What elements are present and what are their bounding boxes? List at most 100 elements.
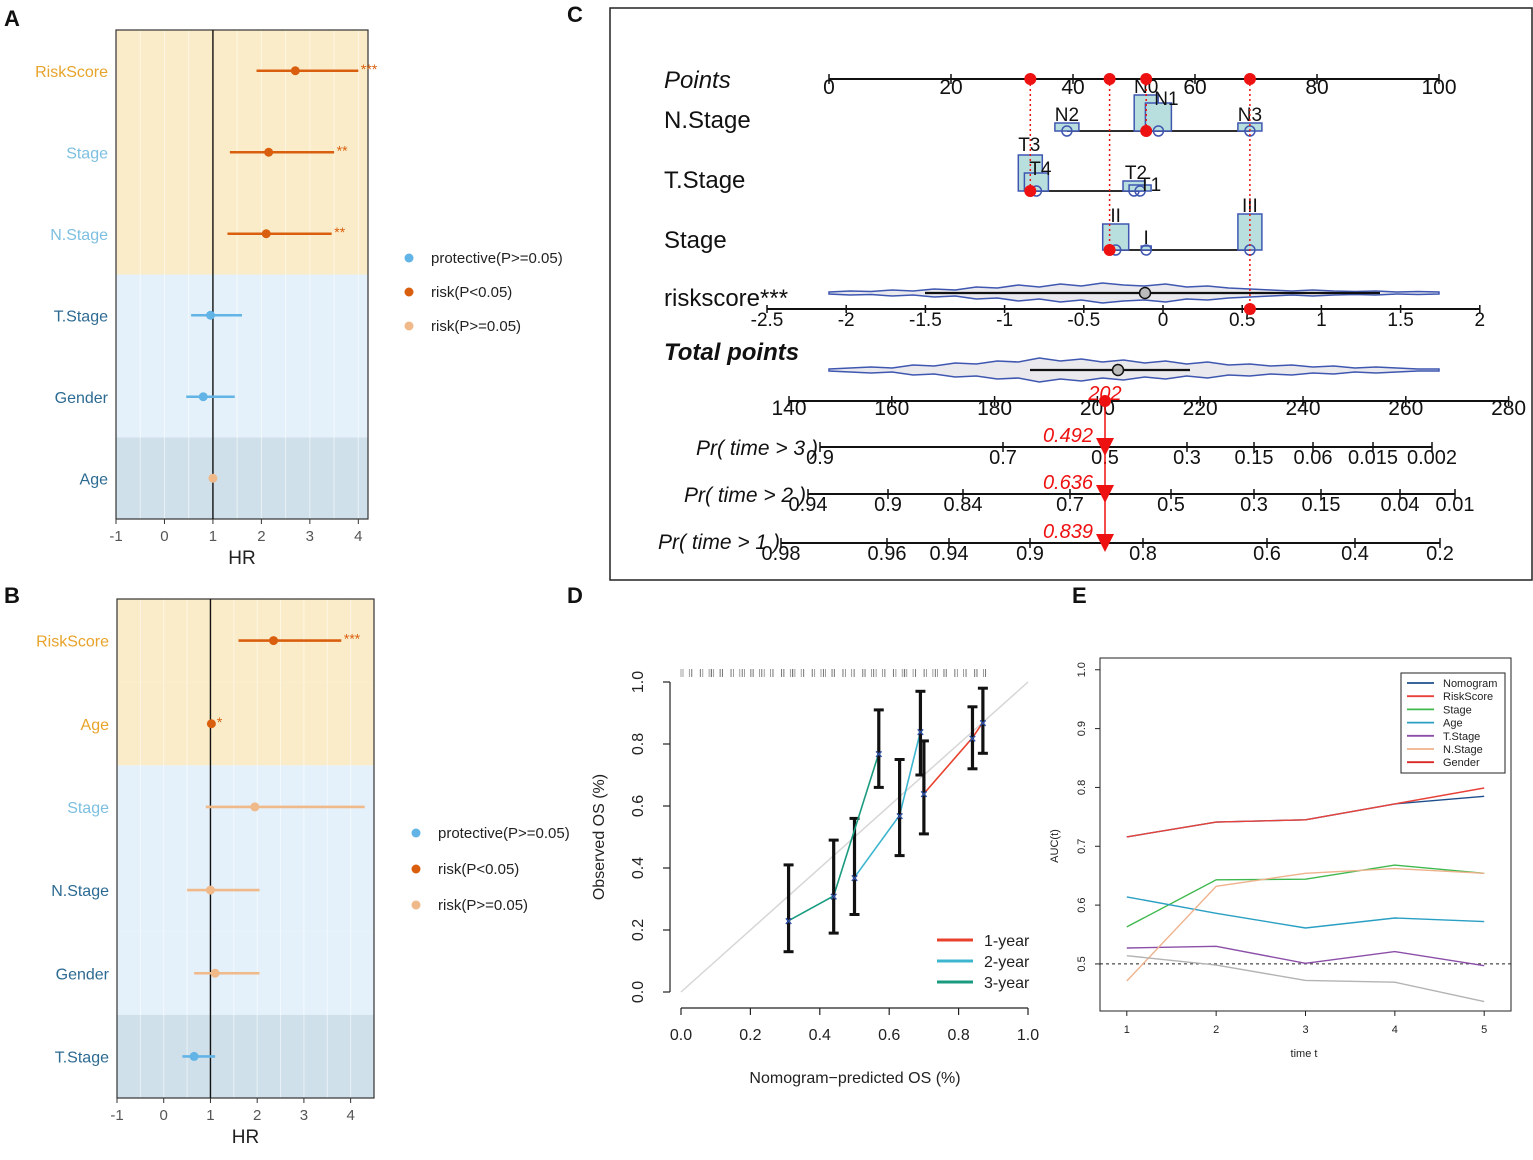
panel-letter-d: D <box>567 583 583 608</box>
riskscore-tick-label: -1.5 <box>909 310 942 331</box>
riskscore-tick-label: -1 <box>996 310 1013 331</box>
x-tick-label: 2 <box>253 1107 261 1124</box>
y-tick-label: 0.7 <box>1076 839 1088 854</box>
riskscore-tick-label: 2 <box>1475 310 1486 331</box>
nomogram-row-label: Pr( time > 1 ) <box>658 531 780 554</box>
probability-tick-label: 0.2 <box>1426 543 1454 565</box>
legend-swatch <box>404 287 414 297</box>
points-tick-label: 60 <box>1183 76 1206 99</box>
auc-series-line <box>1126 945 1485 967</box>
distribution-median <box>1111 363 1125 377</box>
total-points-tick-label: 180 <box>977 397 1012 420</box>
y-tick-label: 0.6 <box>1076 897 1088 912</box>
hr-point <box>206 719 216 729</box>
auc-plot-e: 1 2 3 4 5 0.5 0.6 0.7 0.8 0.9 1.0 time t AUC(t) Nomog… <box>1049 657 1512 1060</box>
auc-series-line <box>1126 864 1485 928</box>
x-axis-title: Nomogram−predicted OS (%) <box>749 1070 960 1087</box>
total-points-tick-label: 140 <box>771 397 806 420</box>
legend-label: risk(P<0.05) <box>438 861 519 878</box>
nomogram-row-label: Total points <box>664 339 799 366</box>
selected-point-marker <box>1024 73 1037 85</box>
significance-stars: *** <box>360 61 377 77</box>
auc-series-line <box>1126 787 1485 838</box>
legend-label: Nomogram <box>1443 678 1497 690</box>
calibration-plot-d: ×××××××××0.0 0.2 0.4 0.6 0.8 1.00.00.20.40.60… <box>591 669 1039 1087</box>
category-label: N2 <box>1055 105 1079 126</box>
legend-label: RiskScore <box>1443 691 1493 703</box>
total-points-value: 202 <box>1087 383 1121 405</box>
significance-stars: ** <box>336 142 347 158</box>
probability-tick-label: 0.94 <box>789 494 828 516</box>
legend-label: N.Stage <box>1443 744 1483 756</box>
calibration-point: × <box>851 870 859 885</box>
nomogram-row-label: Pr( time > 3 ) <box>696 437 818 460</box>
category-circle <box>1061 125 1073 137</box>
legend-label: T.Stage <box>1443 731 1480 743</box>
probability-tick-label: 0.8 <box>1129 543 1157 565</box>
hr-point <box>198 392 208 402</box>
row-band <box>116 356 368 438</box>
nomogram-row-label: T.Stage <box>664 167 745 194</box>
legend-label: Age <box>1443 718 1463 730</box>
x-tick-label: 0 <box>160 528 168 545</box>
category-box <box>1128 184 1152 192</box>
y-tick-label: 1.0 <box>630 671 647 693</box>
legend-swatch <box>411 900 421 910</box>
x-tick-label: 0.6 <box>878 1027 900 1044</box>
nomogram-row-label: Pr( time > 2 ) <box>684 484 806 507</box>
selected-point-marker <box>1103 73 1116 85</box>
auc-series-line <box>1126 795 1485 838</box>
x-tick-label: -1 <box>110 1107 123 1124</box>
row-band <box>117 682 374 766</box>
riskscore-tick-label: 1 <box>1316 310 1327 331</box>
predicted-probability: 0.636 <box>1043 472 1094 494</box>
category-circle <box>1140 244 1152 256</box>
calibration-point: × <box>979 715 987 730</box>
probability-tick-label: 0.06 <box>1294 447 1333 469</box>
x-tick-label: 4 <box>1392 1024 1398 1036</box>
x-tick-label: 1 <box>209 528 217 545</box>
probability-tick-label: 0.6 <box>1253 543 1281 565</box>
riskscore-tick-label: 1.5 <box>1387 310 1413 331</box>
y-tick-label: 0.8 <box>630 733 647 755</box>
legend-label: risk(P>=0.05) <box>438 897 528 914</box>
hr-point <box>290 66 300 76</box>
nomogram-row-label: N.Stage <box>664 107 751 134</box>
x-tick-label: 3 <box>300 1107 308 1124</box>
probability-tick-label: 0.5 <box>1157 494 1185 516</box>
hr-point <box>205 885 215 895</box>
legend-label: protective(P>=0.05) <box>431 250 563 267</box>
legend-swatch <box>404 253 414 263</box>
selected-point-marker <box>1140 73 1153 85</box>
category-label: N0 <box>1134 77 1158 98</box>
x-tick-label: 0.2 <box>739 1027 761 1044</box>
x-tick-label: 1 <box>1124 1024 1130 1036</box>
total-points-tick-label: 160 <box>874 397 909 420</box>
legend-label: risk(P>=0.05) <box>431 318 521 335</box>
row-label: RiskScore <box>35 64 108 81</box>
legend-label: risk(P<0.05) <box>431 284 512 301</box>
probability-tick-label: 0.01 <box>1436 494 1475 516</box>
calibration-line <box>853 731 922 878</box>
nomogram-c: Points N.Stage T.Stage Stage riskscore*** Tot… <box>609 7 1533 581</box>
calibration-point: × <box>896 808 904 823</box>
probability-tick-label: 0.9 <box>806 447 834 469</box>
legend-label: protective(P>=0.05) <box>438 825 570 842</box>
probability-tick-label: 0.96 <box>868 543 907 565</box>
probability-tick-label: 0.002 <box>1407 447 1457 469</box>
y-tick-label: 0.5 <box>1076 956 1088 971</box>
x-tick-label: 0.4 <box>809 1027 831 1044</box>
calibration-point: × <box>830 889 838 904</box>
x-tick-label: 1 <box>206 1107 214 1124</box>
forest-plot-b: *** RiskScore * Age Stage N.Stage Gender T.Stag… <box>36 598 570 1148</box>
distribution-median <box>1138 286 1152 300</box>
x-tick-label: 2 <box>1213 1024 1219 1036</box>
category-label: T3 <box>1018 135 1040 156</box>
probability-tick-label: 0.9 <box>874 494 902 516</box>
selected-value-marker <box>1024 185 1037 197</box>
significance-stars: *** <box>343 631 360 647</box>
x-tick-label: 0.0 <box>670 1027 692 1044</box>
legend-swatch <box>411 864 421 874</box>
category-label: T2 <box>1125 163 1147 184</box>
